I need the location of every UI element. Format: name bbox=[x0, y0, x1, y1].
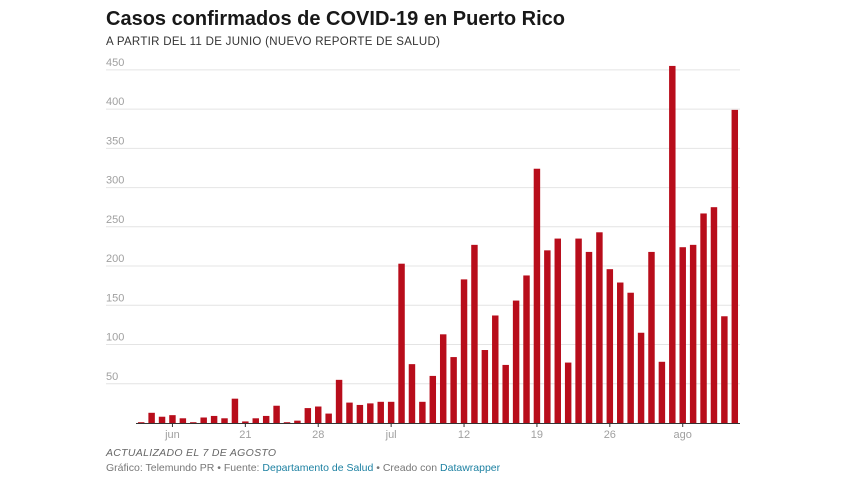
x-tick-label: 28 bbox=[312, 429, 324, 441]
source-link[interactable]: Departamento de Salud bbox=[262, 462, 374, 474]
bar bbox=[325, 413, 332, 423]
bar bbox=[346, 402, 353, 423]
bar bbox=[700, 213, 707, 423]
bar bbox=[210, 415, 218, 423]
update-note: ACTUALIZADO EL 7 DE AGOSTO bbox=[106, 447, 277, 459]
bar bbox=[408, 364, 416, 423]
y-tick-label: 300 bbox=[106, 175, 124, 187]
bar bbox=[377, 401, 384, 423]
bar bbox=[554, 238, 561, 423]
byline-prefix: Gráfico: Telemundo PR • Fuente: bbox=[106, 462, 263, 474]
bar bbox=[669, 65, 676, 423]
bar bbox=[169, 415, 176, 423]
bar bbox=[471, 244, 478, 423]
bar bbox=[502, 364, 509, 423]
bar bbox=[335, 379, 343, 423]
bar bbox=[273, 405, 280, 423]
chart-title: Casos confirmados de COVID-19 en Puerto … bbox=[106, 8, 565, 30]
y-tick-label: 350 bbox=[106, 135, 124, 147]
byline-mid: • Creado con bbox=[373, 462, 441, 474]
bar bbox=[242, 421, 249, 423]
x-tick-label: 26 bbox=[604, 429, 616, 441]
bar bbox=[606, 269, 614, 423]
bar bbox=[179, 418, 187, 423]
bar bbox=[460, 279, 468, 423]
bar bbox=[658, 361, 666, 423]
bar bbox=[617, 282, 624, 423]
bar bbox=[689, 244, 697, 423]
datawrapper-link[interactable]: Datawrapper bbox=[440, 462, 501, 474]
bar bbox=[481, 350, 489, 423]
bar bbox=[294, 420, 301, 423]
y-tick-label: 150 bbox=[106, 292, 124, 304]
bar bbox=[137, 422, 145, 424]
y-tick-label: 450 bbox=[106, 57, 124, 69]
bars bbox=[137, 65, 739, 424]
bar bbox=[221, 418, 228, 423]
x-tick-label: 12 bbox=[458, 429, 470, 441]
bar bbox=[564, 362, 572, 423]
bar bbox=[585, 251, 593, 423]
bar bbox=[544, 250, 551, 423]
bar bbox=[523, 275, 530, 423]
bar bbox=[648, 251, 655, 423]
bar bbox=[315, 406, 322, 423]
bar bbox=[627, 292, 634, 423]
gridlines bbox=[106, 69, 740, 385]
bar bbox=[596, 232, 603, 423]
bar bbox=[387, 401, 395, 423]
x-tick-label: jul bbox=[385, 429, 397, 441]
bar bbox=[148, 412, 155, 423]
bar bbox=[710, 207, 718, 423]
y-tick-label: 250 bbox=[106, 214, 124, 226]
bar bbox=[731, 109, 739, 424]
bar bbox=[419, 401, 426, 423]
x-tick-label: ago bbox=[674, 429, 692, 441]
bar bbox=[429, 375, 437, 423]
y-tick-label: 100 bbox=[106, 332, 124, 344]
bar bbox=[679, 247, 686, 423]
bar bbox=[304, 408, 312, 423]
bar bbox=[231, 398, 239, 423]
bar bbox=[262, 415, 270, 423]
y-tick-label: 200 bbox=[106, 253, 124, 265]
bar bbox=[439, 334, 447, 423]
y-tick-label: 400 bbox=[106, 96, 124, 108]
bar bbox=[200, 417, 207, 423]
chart-subtitle: A PARTIR DEL 11 DE JUNIO (NUEVO REPORTE … bbox=[106, 36, 441, 48]
bar bbox=[450, 357, 457, 423]
y-axis-ticks: 50 100 150 200 250 300 350 400 450 bbox=[106, 57, 124, 383]
bar bbox=[190, 422, 197, 424]
bar bbox=[721, 316, 728, 423]
bar bbox=[356, 404, 364, 423]
bar bbox=[637, 332, 645, 423]
y-tick-label: 50 bbox=[106, 371, 118, 383]
x-tick-label: jun bbox=[164, 429, 180, 441]
bar bbox=[158, 416, 166, 423]
byline: Gráfico: Telemundo PR • Fuente: Departam… bbox=[106, 462, 500, 474]
x-tick-label: 21 bbox=[239, 429, 251, 441]
bar bbox=[492, 315, 499, 423]
bar bbox=[398, 263, 405, 423]
bar bbox=[252, 418, 259, 423]
x-axis-ticks: jun 21 28 jul 12 19 26 ago bbox=[164, 423, 692, 441]
bar bbox=[512, 300, 520, 423]
bar bbox=[367, 403, 374, 423]
x-tick-label: 19 bbox=[531, 429, 543, 441]
bar bbox=[575, 238, 582, 423]
bar bbox=[283, 422, 291, 424]
bar bbox=[533, 168, 541, 423]
